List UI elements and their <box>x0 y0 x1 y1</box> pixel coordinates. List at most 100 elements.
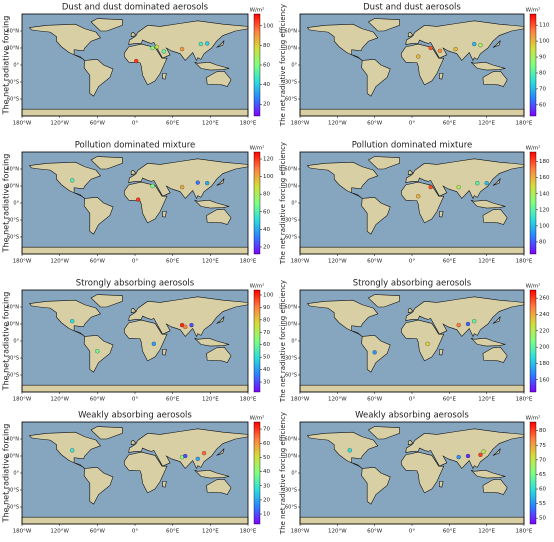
map-panel: Weakly absorbing aerosols The net radiati… <box>2 411 271 535</box>
site-point <box>347 448 352 453</box>
y-axis-label: The net radiative forcing efficiency <box>279 280 287 403</box>
colorbar-tick-label: 20 <box>263 244 270 250</box>
colorbar-tick-label: 80 <box>539 428 546 434</box>
site-point <box>416 54 421 59</box>
map-panel: Dust and dust aerosols The net radiative … <box>279 3 550 128</box>
colorbar-tick-label: 20 <box>263 497 270 503</box>
land <box>299 246 525 255</box>
y-axis-label: The net radiative forcing efficiency <box>279 142 287 265</box>
y-tick-label: 60°S <box>285 235 297 241</box>
x-tick-label: 60°E <box>443 121 457 127</box>
site-point <box>189 322 194 328</box>
land <box>124 43 168 86</box>
site-point <box>179 184 185 190</box>
land <box>90 18 123 32</box>
y-tick-label: 30°N <box>284 454 297 460</box>
colorbar-tick-label: 100 <box>539 39 550 45</box>
y-tick-label: 30°S <box>285 356 297 362</box>
site-point <box>484 181 489 186</box>
site-point <box>154 44 160 50</box>
colorbar-tick-label: 75 <box>539 443 546 449</box>
site-point <box>183 453 188 459</box>
map-panel: Pollution dominated mixture The net radia… <box>279 141 550 266</box>
land <box>470 61 506 71</box>
land <box>367 18 400 32</box>
y-tick-label: 60°S <box>285 373 297 379</box>
x-tick-label: 180°E <box>516 259 533 265</box>
x-tick-label: 60°W <box>90 529 106 535</box>
site-point <box>428 184 433 190</box>
land <box>299 516 525 525</box>
land <box>367 426 400 440</box>
colorbar-tick-label: 100 <box>263 292 274 298</box>
x-tick-label: 60°W <box>367 529 383 535</box>
y-tick-label: 60°N <box>284 437 297 443</box>
site-point <box>478 452 483 458</box>
y-tick-label: 30°S <box>7 356 19 362</box>
site-point <box>453 46 458 52</box>
x-tick-label: 60°W <box>367 259 383 265</box>
site-point <box>70 178 75 183</box>
x-tick-label: 120°W <box>328 529 347 535</box>
colorbar-tick-label: 50 <box>263 455 270 461</box>
y-tick-label: 30°S <box>285 488 297 494</box>
land <box>401 319 445 362</box>
land <box>83 335 114 373</box>
colorbar-tick-label: 80 <box>263 317 270 323</box>
land <box>367 294 400 308</box>
x-tick-label: 60°E <box>443 259 457 265</box>
site-point <box>437 48 443 53</box>
map-panel: Dust and dust dominated aerosols The net … <box>2 3 274 127</box>
colorbar-tick-label: 120 <box>539 207 550 213</box>
colorbar <box>253 151 261 255</box>
land <box>216 178 225 186</box>
colorbar-tick-label: 100 <box>539 223 550 229</box>
y-tick-label: 60°S <box>7 505 19 511</box>
x-tick-label: 180°E <box>240 121 257 127</box>
colorbar-tick-label: 50 <box>263 355 270 361</box>
x-tick-label: 180°W <box>291 397 310 403</box>
colorbar-tick-label: 90 <box>263 305 270 311</box>
land <box>407 31 414 38</box>
colorbar-unit: W/m² <box>250 7 265 14</box>
x-tick-label: 60°E <box>166 529 180 535</box>
land <box>130 439 137 446</box>
site-point <box>481 449 486 454</box>
land <box>470 337 506 347</box>
colorbar <box>253 421 261 525</box>
x-tick-label: 60°W <box>367 397 383 403</box>
colorbar-unit: W/m² <box>526 145 541 152</box>
y-tick-label: 30°N <box>284 46 297 52</box>
colorbar-tick-label: 260 <box>539 296 550 302</box>
x-tick-label: 0° <box>132 397 138 403</box>
x-tick-label: 60°W <box>90 121 106 127</box>
x-tick-label: 120°W <box>328 397 347 403</box>
land <box>405 20 525 62</box>
colorbar-tick-label: 70 <box>539 86 546 92</box>
x-tick-label: 120°W <box>50 259 69 265</box>
panel-title: Strongly absorbing aerosols <box>76 279 195 289</box>
land <box>21 246 249 255</box>
y-tick-label: 0° <box>291 471 297 477</box>
site-point <box>456 322 461 328</box>
land <box>405 296 525 338</box>
land <box>306 299 379 337</box>
colorbar-tick-label: 30 <box>263 380 270 386</box>
land <box>492 40 501 48</box>
colorbar-tick-label: 30 <box>263 483 270 489</box>
y-tick-label: 60°N <box>6 305 19 311</box>
land <box>367 156 400 170</box>
land <box>128 158 249 200</box>
colorbar-tick-label: 120 <box>263 157 274 163</box>
land <box>216 448 225 456</box>
y-tick-label: 30°S <box>7 80 19 86</box>
x-tick-label: 120°E <box>478 121 495 127</box>
land <box>405 158 525 200</box>
land <box>492 316 501 324</box>
x-tick-label: 0° <box>132 121 138 127</box>
site-point <box>475 181 480 186</box>
land <box>130 169 137 176</box>
x-tick-label: 180°W <box>13 397 32 403</box>
site-point <box>70 448 75 453</box>
y-tick-label: 30°N <box>6 454 19 460</box>
